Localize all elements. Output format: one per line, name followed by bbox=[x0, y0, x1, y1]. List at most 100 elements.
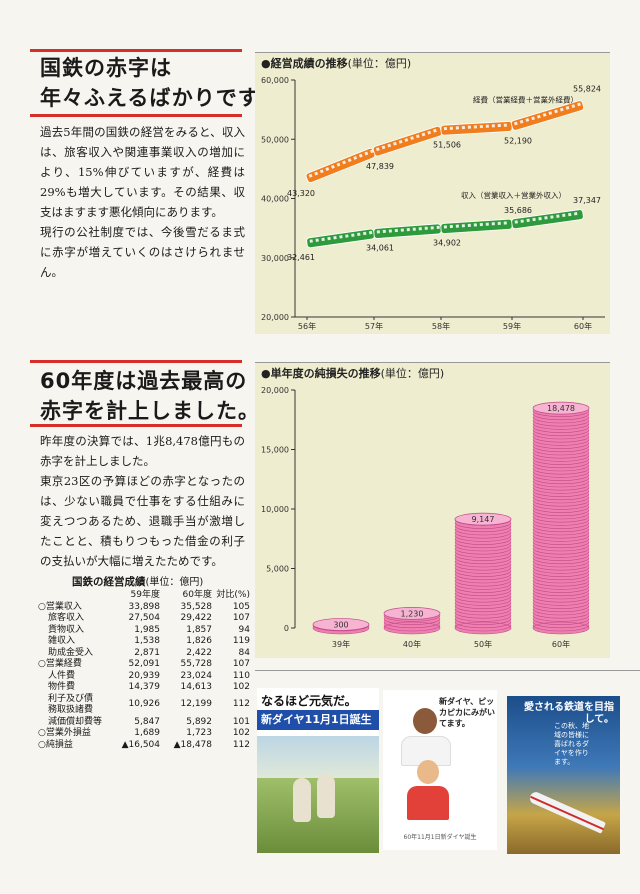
table-cell-ratio: 102 bbox=[232, 682, 250, 692]
coin-edge bbox=[454, 586, 512, 593]
section1-body: 過去5年間の国鉄の経営をみると、収入は、旅客収入や関連事業収入の増加により、15… bbox=[40, 122, 245, 282]
data-label: 1,230 bbox=[401, 609, 424, 618]
table-row-label: 減価償却費等 bbox=[48, 716, 103, 727]
coin-edge bbox=[532, 544, 590, 552]
train-window bbox=[309, 239, 313, 243]
y-tick-label: 60,000 bbox=[261, 76, 289, 85]
poster-child-figure bbox=[317, 774, 335, 818]
coin-edge bbox=[532, 548, 590, 555]
train-window bbox=[550, 215, 554, 219]
train-window bbox=[410, 136, 414, 141]
coin-edge bbox=[532, 458, 590, 465]
coin-edge bbox=[454, 615, 512, 622]
train-window bbox=[327, 236, 331, 241]
x-tick-label: 40年 bbox=[403, 639, 421, 649]
y-tick-label: 10,000 bbox=[261, 505, 289, 514]
coin-edge bbox=[532, 541, 590, 549]
table-row: 助成金受入 2,871 2,422 84 bbox=[38, 648, 250, 660]
table-row-label: 利子及び債 務取扱諸費 bbox=[38, 694, 115, 717]
train-window bbox=[314, 171, 319, 176]
coin-edge bbox=[454, 551, 512, 558]
coin-edge bbox=[532, 560, 590, 568]
train-window bbox=[497, 123, 501, 128]
coin-edge bbox=[532, 436, 590, 443]
coin-edge bbox=[532, 570, 590, 577]
table-cell-fy59: 5,847 bbox=[134, 716, 160, 727]
train-window bbox=[342, 160, 347, 165]
data-label: 300 bbox=[333, 620, 348, 629]
coin-edge bbox=[532, 429, 590, 437]
bar-chart: 0 5,000 10,000 15,000 20,000 300 39年 1,230 40年 9,… bbox=[261, 386, 590, 649]
y-tick-label: 15,000 bbox=[261, 446, 289, 455]
coin-edge bbox=[454, 557, 512, 565]
coin-edge bbox=[532, 439, 590, 446]
train-window bbox=[427, 130, 432, 135]
train-window bbox=[321, 237, 325, 242]
section2-heading: 60年度は過去最高の 赤字を計上しました。 bbox=[40, 366, 260, 426]
table-row-label: 助成金受入 bbox=[48, 647, 94, 658]
train-window bbox=[394, 228, 398, 233]
table-cell-ratio: 119 bbox=[232, 636, 250, 646]
coin-edge bbox=[532, 519, 590, 526]
table-row-label: 旅客収入 bbox=[48, 613, 85, 623]
y-tick-label: 5,000 bbox=[266, 565, 289, 574]
train-window bbox=[404, 138, 409, 142]
table-cell-fy59: 20,939 bbox=[128, 670, 161, 681]
train-window bbox=[308, 173, 313, 178]
table-row: 減価償却費等 5,847 5,892 101 bbox=[38, 717, 250, 729]
line-chart-panel: ●経営成績の推移(単位：億円) 20,000 30,000 40,000 50,000… bbox=[255, 52, 610, 334]
coin-edge bbox=[454, 596, 512, 603]
coin-edge bbox=[532, 426, 590, 433]
coin-edge bbox=[454, 621, 512, 629]
coin-edge bbox=[532, 564, 590, 571]
coin-edge bbox=[454, 599, 512, 606]
data-label: 34,061 bbox=[366, 244, 394, 253]
coin-edge bbox=[532, 586, 590, 593]
coin-edge bbox=[532, 468, 590, 475]
train-window bbox=[424, 226, 428, 230]
coin-edge bbox=[532, 605, 590, 613]
train-window bbox=[503, 123, 507, 127]
section1-paragraph: 過去5年間の国鉄の経営をみると、収入は、旅客収入や関連事業収入の増加により、15… bbox=[40, 125, 245, 219]
coin-edge bbox=[454, 532, 512, 539]
coin-edge bbox=[532, 596, 590, 603]
table-cell-fy60: ▲18,478 bbox=[173, 739, 212, 750]
table-row: 利子及び債 務取扱諸費 10,926 12,199 112 bbox=[38, 694, 250, 717]
train-window bbox=[412, 227, 416, 231]
coin-edge bbox=[532, 461, 590, 469]
table-cell-ratio: 105 bbox=[232, 601, 250, 612]
bar bbox=[533, 408, 589, 628]
train-car bbox=[373, 223, 442, 239]
train-window bbox=[573, 212, 578, 216]
coin-edge bbox=[532, 567, 590, 574]
poster-footer: 60年11月1日新ダイヤ誕生 bbox=[403, 834, 477, 841]
train-window bbox=[461, 125, 465, 130]
x-tick-label: 39年 bbox=[332, 639, 350, 649]
data-label: 35,686 bbox=[504, 206, 532, 215]
coin-edge bbox=[454, 624, 512, 632]
table-row: 旅客収入 27,504 29,422 107 bbox=[38, 613, 250, 625]
table-header-cell: 59年度 bbox=[130, 590, 160, 600]
poster-text: 新ダイヤ、ピッカピカにみがいてます。 bbox=[439, 697, 495, 728]
table-row: 雑収入 1,538 1,826 119 bbox=[38, 636, 250, 648]
poster-sky bbox=[257, 736, 379, 778]
coin-edge bbox=[454, 525, 512, 533]
coin-top bbox=[383, 607, 441, 620]
train-window bbox=[368, 230, 373, 235]
train-window bbox=[351, 233, 355, 237]
table-title-text: 国鉄の経営成績 bbox=[72, 576, 146, 588]
section2-paragraph: 東京23区の予算ほどの赤字となったのは、少ない職員で仕事をする仕組みに変えつつあ… bbox=[40, 474, 245, 568]
y-tick-label: 20,000 bbox=[261, 313, 289, 322]
heading-rule-bottom bbox=[30, 424, 242, 427]
section2-heading-line1: 60年度は過去最高の bbox=[40, 369, 248, 393]
table-cell-fy60: 2,422 bbox=[186, 647, 212, 658]
train-window bbox=[491, 222, 495, 226]
train-window bbox=[400, 228, 404, 232]
train-window bbox=[449, 126, 453, 130]
coin-edge bbox=[532, 589, 590, 597]
train-window bbox=[418, 227, 422, 231]
train-window bbox=[514, 220, 518, 224]
train-window bbox=[382, 229, 386, 234]
section2-body: 昨年度の決算では、1兆8,478億円もの赤字を計上しました。 東京23区の予算ほ… bbox=[40, 431, 245, 571]
coin-edge bbox=[454, 592, 512, 600]
